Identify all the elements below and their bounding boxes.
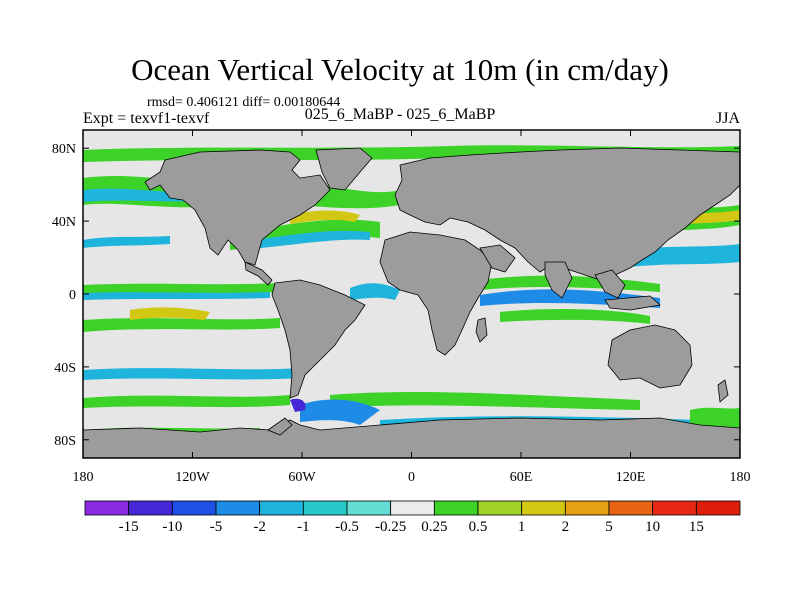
lat-tick-label: 40S [54,361,76,376]
southeast-asia [594,269,626,299]
colorbar-label: 10 [645,519,660,535]
colorbar-swatch [390,500,435,516]
lon-tick-label: 120W [175,470,210,485]
anomaly-band [83,292,270,300]
colorbar-swatch [477,500,523,516]
india [544,261,573,299]
comparison-label: 025_6_MaBP - 025_6_MaBP [304,106,496,123]
madagascar [475,317,488,343]
colorbar-label: -1 [297,519,310,535]
anomaly-band [350,283,400,300]
indonesia [604,295,661,311]
anomaly-band [83,368,300,380]
anomaly-band [290,398,306,412]
stats-label: rmsd= 0.406121 diff= 0.00180644 [147,95,341,110]
colorbar-label: 0.5 [469,519,488,535]
anomaly-band [290,210,360,224]
australia [607,324,693,389]
anomaly-band [330,392,640,410]
north-america [144,149,331,266]
anomaly-band [300,399,380,425]
colorbar-swatch [302,500,348,516]
colorbar-label: -15 [119,519,139,535]
colorbar: -15 -10 -5 -2 -1 -0.5 -0.25 0.25 0.5 1 2 5 10 15 [84,500,741,535]
colorbar-swatch [171,500,217,516]
season-label: JJA [715,110,740,127]
colorbar-label: 0.25 [421,519,447,535]
antarctic-peninsula [267,417,293,436]
colorbar-label: 15 [689,519,704,535]
lat-tick-label: 80S [54,434,76,449]
lon-tick-label: 60E [510,470,533,485]
arabia [479,244,516,273]
longitude-axis: 180 120W 60W 0 60E 120E 180 [73,130,751,485]
colorbar-swatch [564,500,610,516]
colorbar-swatch [84,500,130,516]
anomaly-band [83,236,170,248]
lon-tick-label: 60W [288,470,316,485]
latitude-axis: 80N 40N 0 40S 80S [52,142,740,449]
colorbar-swatch [259,500,304,516]
colorbar-swatch [608,500,654,516]
lon-tick-label: 120E [616,470,646,485]
anomaly-band [130,307,210,320]
chart-title: Ocean Vertical Velocity at 10m (in cm/da… [131,52,669,87]
anomaly-band [83,395,290,408]
colorbar-swatch [215,500,261,516]
lon-tick-label: 180 [73,470,94,485]
colorbar-label: 2 [562,519,570,535]
colorbar-label: -0.25 [375,519,406,535]
colorbar-swatch [346,500,392,516]
colorbar-label: -0.5 [335,519,359,535]
colorbar-label: 5 [605,519,613,535]
lon-tick-label: 0 [408,470,415,485]
anomaly-band [83,318,280,332]
colorbar-label: -5 [210,519,223,535]
africa [379,231,493,356]
anomaly-band [240,230,370,250]
colorbar-swatch [695,500,741,516]
colorbar-label: -2 [253,519,266,535]
colorbar-swatch [128,500,173,516]
experiment-label: Expt = texvf1-texvf [83,110,210,127]
colorbar-label: 1 [518,519,526,535]
colorbar-swatch [521,500,566,516]
lat-tick-label: 80N [52,142,76,157]
central-america [244,261,273,286]
colorbar-swatch [433,500,479,516]
new-zealand [717,379,729,403]
antarctica [83,417,740,458]
greenland [315,147,373,191]
anomaly-band [500,309,650,324]
colorbar-label: -10 [162,519,182,535]
colorbar-swatch [652,500,697,516]
south-america [271,279,366,399]
lat-tick-label: 40N [52,215,76,230]
land-masses [83,147,740,458]
lat-tick-label: 0 [69,288,76,303]
lon-tick-label: 180 [730,470,751,485]
